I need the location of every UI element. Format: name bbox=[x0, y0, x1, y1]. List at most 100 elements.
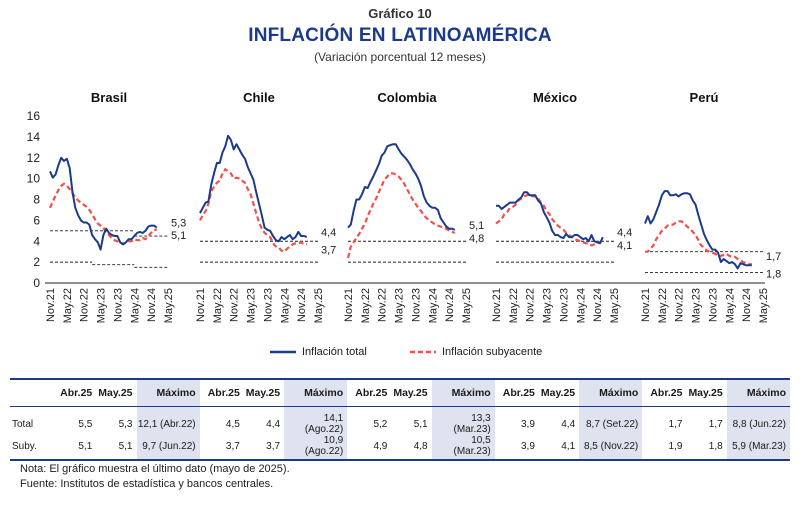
table-header-cell: Abr.25 bbox=[642, 378, 687, 407]
x-tick-label: May.24 bbox=[129, 288, 141, 323]
end-value-label: 1,8 bbox=[766, 268, 781, 280]
source-text: Fuente: Institutos de estadística y banc… bbox=[20, 478, 274, 490]
table-header-cell: May.25 bbox=[243, 378, 285, 407]
panel-title-2: Colombia bbox=[377, 90, 437, 105]
x-tick-label: May.25 bbox=[313, 288, 325, 323]
x-tick-label: Nov.21 bbox=[195, 288, 207, 322]
table-cell: 5,1 bbox=[413, 418, 428, 430]
series-line-core bbox=[199, 168, 307, 253]
table-cell-max: 8,5 (Nov.22) bbox=[579, 435, 643, 461]
x-tick-label: May.23 bbox=[394, 288, 406, 323]
x-tick-label: Nov.22 bbox=[377, 288, 389, 322]
table-header-cell: Abr.25 bbox=[199, 378, 244, 407]
summary-table: Abr.25 May.25 Máximo Abr.25 May.25 Máxim… bbox=[10, 378, 790, 461]
x-tick-label: Nov.24 bbox=[444, 288, 456, 322]
table-header-cell: Máximo bbox=[579, 378, 643, 407]
table-cell-max: 13,3 (Mar.23) bbox=[431, 406, 495, 435]
table-cell: 4,4 bbox=[561, 418, 576, 430]
x-tick-label: May.22 bbox=[360, 288, 372, 323]
end-value-label: 5,3 bbox=[171, 218, 186, 230]
series-line-core bbox=[645, 220, 752, 266]
end-value-label: 4,4 bbox=[617, 227, 632, 239]
y-tick-label: 6 bbox=[33, 213, 40, 227]
x-tick-label: May.25 bbox=[758, 288, 770, 323]
table-header-row: Abr.25 May.25 Máximo Abr.25 May.25 Máxim… bbox=[10, 378, 790, 407]
x-tick-label: Nov.22 bbox=[229, 288, 241, 322]
x-tick-label: Nov.21 bbox=[45, 288, 57, 322]
x-tick-label: Nov.23 bbox=[112, 288, 124, 322]
table-cell-max: 10,5 (Mar.23) bbox=[431, 435, 495, 461]
table-header-cell: Abr.25 bbox=[494, 378, 539, 407]
table-cell: 4,9 bbox=[347, 435, 392, 461]
table-cell: 4,4 bbox=[266, 418, 281, 430]
table-cell: 1,7 bbox=[708, 418, 723, 430]
table-cell-max: 8,8 (Jun.22) bbox=[726, 406, 790, 435]
table-cell-max: 8,7 (Set.22) bbox=[579, 406, 643, 435]
x-tick-label: May.22 bbox=[212, 288, 224, 323]
table-header-cell: May.25 bbox=[96, 378, 137, 407]
table-cell: 5,5 bbox=[78, 418, 93, 430]
end-value-label: 4,4 bbox=[321, 227, 336, 239]
table-row-total: Total 5,5 5,3 12,1 (Abr.22) 4,5 4,4 14,1… bbox=[10, 406, 790, 435]
note-text: Nota: El gráfico muestra el último dato … bbox=[20, 463, 290, 475]
x-tick-label: May.22 bbox=[657, 288, 669, 323]
x-tick-label: May.22 bbox=[62, 288, 74, 323]
table-header-cell: Abr.25 bbox=[347, 378, 392, 407]
end-value-label: 1,7 bbox=[766, 251, 781, 263]
table-row-label: Suby. bbox=[10, 435, 53, 461]
table-header-cell: Máximo bbox=[136, 378, 200, 407]
y-tick-label: 12 bbox=[27, 151, 41, 165]
series-line-core bbox=[346, 172, 456, 259]
y-tick-label: 0 bbox=[33, 276, 40, 290]
x-tick-label: May.24 bbox=[427, 288, 439, 323]
chart-subtitle: (Variación porcentual 12 meses) bbox=[314, 50, 486, 64]
table-cell-max: 14,1 (Ago.22) bbox=[284, 406, 348, 435]
x-tick-label: Nov.24 bbox=[592, 288, 604, 322]
table-header-cell: Máximo bbox=[726, 378, 790, 407]
legend-item-core: Inflación subyacente bbox=[410, 346, 542, 358]
legend-item-total: Inflación total bbox=[270, 346, 367, 358]
table-cell: 3,7 bbox=[199, 435, 244, 461]
table-cell: 5,1 bbox=[96, 435, 137, 461]
table-cell: 4,1 bbox=[538, 435, 580, 461]
series-line-total bbox=[49, 156, 158, 251]
x-tick-label: Nov.21 bbox=[491, 288, 503, 322]
x-tick-label: Nov.24 bbox=[296, 288, 308, 322]
table-cell: 4,8 bbox=[391, 435, 432, 461]
table-cell: 3,7 bbox=[243, 435, 285, 461]
y-tick-label: 8 bbox=[33, 193, 40, 207]
y-tick-label: 16 bbox=[27, 109, 41, 123]
x-tick-label: May.23 bbox=[691, 288, 703, 323]
x-tick-label: May.25 bbox=[461, 288, 473, 323]
series-line-total bbox=[644, 190, 752, 270]
table-cell-max: 9,7 (Jun.22) bbox=[136, 435, 200, 461]
table-cell-max: 12,1 (Abr.22) bbox=[136, 406, 200, 435]
x-tick-label: Nov.23 bbox=[262, 288, 274, 322]
x-tick-label: May.24 bbox=[575, 288, 587, 323]
end-value-label: 4,8 bbox=[469, 233, 484, 245]
x-tick-label: May.23 bbox=[246, 288, 258, 323]
end-value-label: 5,1 bbox=[469, 220, 484, 232]
x-tick-label: Nov.22 bbox=[525, 288, 537, 322]
legend-label-total: Inflación total bbox=[302, 346, 367, 358]
table-cell: 3,9 bbox=[521, 418, 535, 430]
x-tick-label: Nov.23 bbox=[707, 288, 719, 322]
chart-title: INFLACIÓN EN LATINOAMÉRICA bbox=[248, 25, 552, 46]
x-tick-label: Nov.23 bbox=[558, 288, 570, 322]
x-tick-label: Nov.21 bbox=[343, 288, 355, 322]
panel-title-4: Perú bbox=[690, 90, 719, 105]
x-tick-label: Nov.22 bbox=[674, 288, 686, 322]
x-tick-label: May.24 bbox=[724, 288, 736, 323]
x-tick-label: May.25 bbox=[163, 288, 175, 323]
table-header-cell bbox=[10, 378, 53, 407]
table-cell: 3,9 bbox=[494, 435, 539, 461]
legend-swatch-total bbox=[270, 350, 296, 354]
x-tick-label: May.22 bbox=[508, 288, 520, 323]
table-cell-max: 10,9 (Ago.22) bbox=[284, 435, 348, 461]
y-tick-label: 2 bbox=[33, 255, 40, 269]
end-value-label: 4,1 bbox=[617, 240, 632, 252]
panel-title-0: Brasil bbox=[91, 90, 127, 105]
table-cell: 5,2 bbox=[373, 418, 388, 430]
table-header-cell: Máximo bbox=[284, 378, 348, 407]
table-row-core: Suby. 5,1 5,1 9,7 (Jun.22) 3,7 3,7 10,9 … bbox=[10, 435, 790, 461]
